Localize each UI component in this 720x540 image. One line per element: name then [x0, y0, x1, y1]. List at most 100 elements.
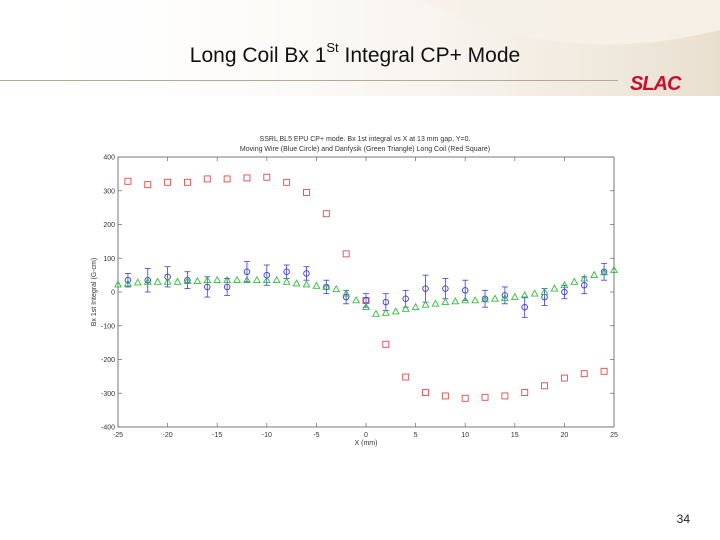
danfysik-point	[560, 280, 569, 289]
long-coil-point	[580, 370, 588, 378]
long-coil-point	[303, 188, 310, 196]
y-tick-label: 100	[103, 256, 115, 263]
danfysik-point	[332, 284, 341, 293]
danfysik-point	[272, 275, 281, 284]
long-coil-point	[124, 177, 132, 185]
y-tick-label: 200	[103, 222, 115, 229]
danfysik-point	[570, 277, 579, 285]
series-long-coil	[124, 173, 608, 402]
moving-wire-point	[561, 288, 568, 296]
danfysik-point	[600, 268, 609, 276]
slide-title: Long Coil Bx 1St Integral CP+ Mode	[0, 40, 710, 68]
chart-subtitle: Moving Wire (Blue Circle) and Danfysik (…	[240, 146, 490, 153]
y-tick-label: -300	[101, 391, 115, 398]
y-tick-label: 300	[103, 188, 115, 195]
x-tick-label: 5	[414, 432, 418, 439]
danfysik-point	[322, 282, 331, 290]
danfysik-point	[490, 294, 499, 302]
moving-wire-point	[521, 303, 528, 311]
title-rest: Integral CP+ Mode	[338, 44, 521, 67]
danfysik-point	[352, 296, 361, 304]
title-rule	[0, 80, 618, 81]
y-axis-label: Bx 1st Integral (G-cm)	[91, 258, 98, 326]
y-tick-label: -200	[101, 357, 115, 364]
long-coil-point	[521, 389, 529, 397]
danfysik-point	[123, 279, 132, 287]
moving-wire-point	[283, 268, 290, 276]
long-coil-point	[283, 178, 291, 186]
y-tick-label: 0	[111, 290, 115, 297]
slac-logo: SLAC	[630, 73, 683, 95]
danfysik-point	[471, 296, 480, 304]
plot-frame	[117, 156, 615, 428]
x-tick-label: -5	[313, 432, 319, 439]
danfysik-point	[391, 307, 400, 315]
long-coil-point	[422, 389, 429, 397]
danfysik-point	[540, 287, 549, 295]
danfysik-point	[193, 276, 202, 285]
danfysik-point	[550, 284, 559, 292]
danfysik-point	[461, 296, 470, 304]
x-tick-label: -15	[212, 432, 222, 439]
danfysik-point	[431, 299, 440, 307]
moving-wire-point	[422, 285, 429, 292]
long-coil-point	[183, 178, 191, 186]
long-coil-point	[501, 392, 509, 400]
danfysik-point	[510, 292, 519, 300]
danfysik-point	[371, 309, 380, 317]
title-superscript: St	[326, 40, 339, 55]
moving-wire-point	[382, 298, 390, 306]
danfysik-point	[242, 275, 251, 284]
moving-wire-point	[204, 283, 211, 291]
moving-wire-point	[501, 292, 509, 299]
danfysik-point	[312, 281, 321, 289]
long-coil-point	[322, 210, 330, 218]
page-number: 34	[676, 512, 690, 526]
danfysik-point	[282, 277, 291, 285]
long-coil-point	[243, 174, 251, 182]
danfysik-point	[133, 278, 142, 286]
danfysik-point	[183, 276, 192, 285]
moving-wire-point	[243, 268, 251, 276]
danfysik-point	[203, 275, 212, 284]
moving-wire-point	[461, 287, 469, 294]
moving-wire-point	[144, 276, 152, 284]
danfysik-point	[411, 302, 420, 311]
x-tick-label: 15	[511, 432, 519, 439]
danfysik-point	[401, 304, 410, 312]
long-coil-point	[481, 393, 489, 401]
danfysik-point	[610, 265, 618, 273]
series-moving-wire	[124, 261, 608, 318]
moving-wire-point	[303, 270, 310, 277]
long-coil-point	[164, 178, 172, 186]
chart-title: SSRL BL5 EPU CP+ mode. Bx 1st integral v…	[260, 136, 471, 143]
danfysik-point	[451, 297, 460, 305]
long-coil-point	[402, 373, 410, 381]
danfysik-point	[342, 289, 351, 297]
danfysik-point	[252, 275, 261, 284]
long-coil-point	[144, 181, 152, 189]
long-coil-point	[600, 367, 608, 375]
danfysik-point	[163, 277, 172, 285]
x-tick-label: 10	[461, 432, 469, 439]
danfysik-point	[114, 280, 122, 288]
x-tick-label: 25	[610, 432, 618, 439]
moving-wire-point	[164, 273, 171, 281]
danfysik-point	[173, 277, 182, 285]
moving-wire-point	[263, 271, 271, 279]
danfysik-point	[223, 275, 232, 284]
danfysik-point	[530, 289, 539, 297]
series-danfysik	[114, 265, 618, 317]
danfysik-point	[153, 277, 162, 285]
danfysik-point	[143, 277, 152, 285]
danfysik-point	[233, 275, 242, 284]
x-tick-label: -25	[113, 432, 123, 439]
danfysik-point	[362, 302, 370, 311]
long-coil-point	[461, 394, 469, 402]
moving-wire-point	[402, 295, 409, 303]
danfysik-point	[481, 295, 490, 303]
danfysik-point	[381, 308, 390, 316]
moving-wire-point	[580, 282, 588, 289]
